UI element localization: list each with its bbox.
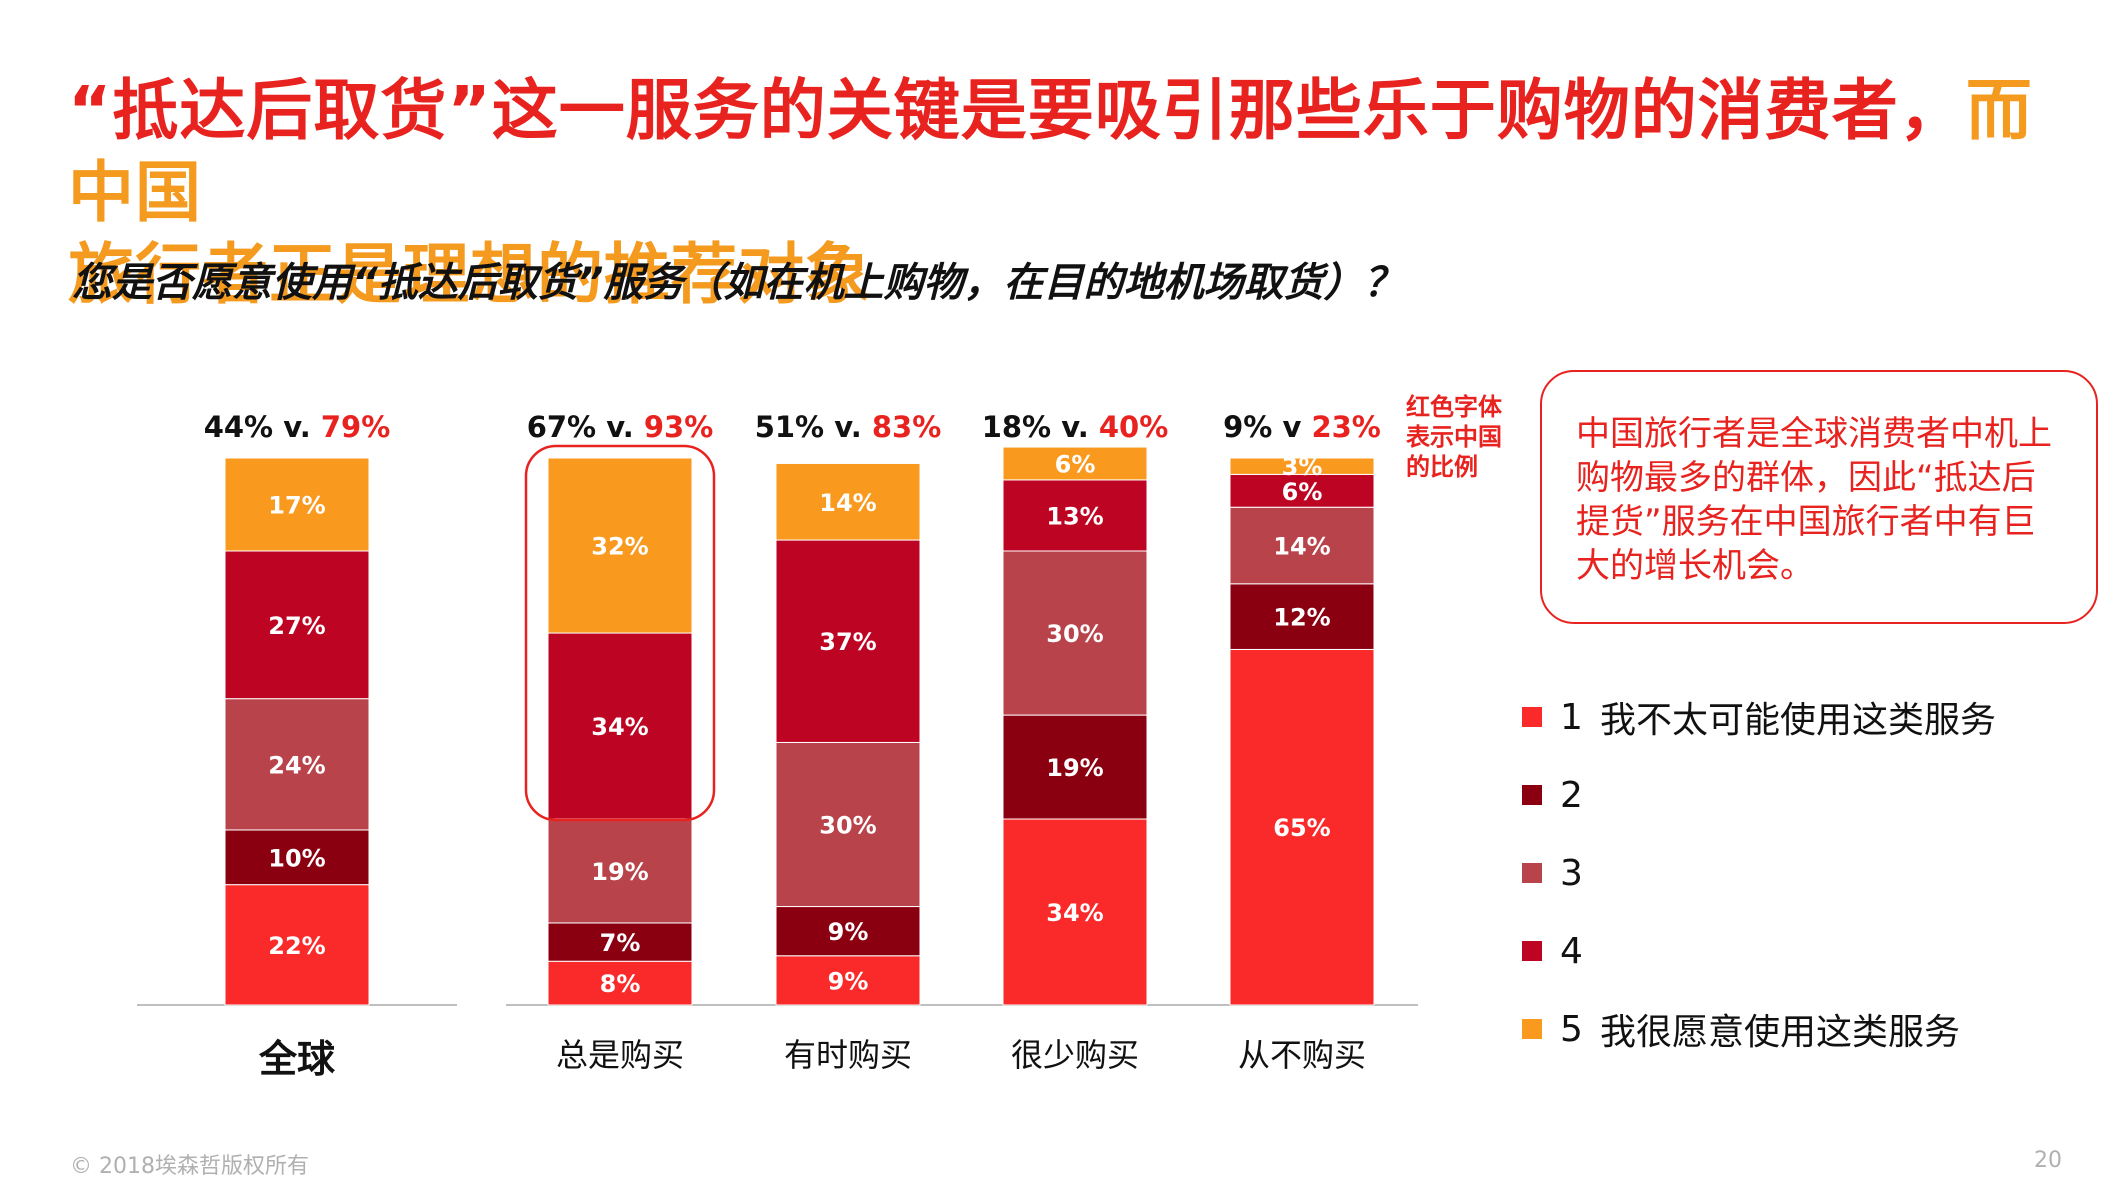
bar-segment <box>547 818 693 924</box>
data-label: 14% <box>1273 533 1330 561</box>
data-label: 19% <box>1046 754 1103 782</box>
data-label: 7% <box>600 929 641 957</box>
chart-question: 您是否愿意使用“抵达后取货”服务（如在机上购物，在目的地机场取货）？ <box>72 260 1404 306</box>
bar-segment <box>1002 550 1148 716</box>
x-tick-label: 总是购买 <box>556 1036 684 1074</box>
bar-segment <box>775 741 921 908</box>
bar-segment <box>1002 714 1148 820</box>
bar-segment <box>1229 457 1375 475</box>
red-font-note: 红色字体表示中国的比例 <box>1406 393 1502 481</box>
data-label: 17% <box>268 491 325 519</box>
legend-swatch <box>1522 863 1542 883</box>
legend-swatch <box>1522 941 1542 961</box>
bar-segment <box>775 955 921 1006</box>
data-label: 6% <box>1282 478 1323 506</box>
data-label: 19% <box>591 858 648 886</box>
comparison-china: 40% <box>1099 410 1168 444</box>
comparison-label: 18% v. 40% <box>982 410 1169 444</box>
data-label: 10% <box>268 844 325 872</box>
comparison-base: 44% v. <box>204 410 321 444</box>
title-part-3: 旅行者正是理想的推荐对象 <box>68 236 872 313</box>
legend-text: 我不太可能使用这类服务 <box>1600 700 1997 741</box>
bar-segment <box>224 884 370 1006</box>
chart-legend: 1 我不太可能使用这类服务 2 3 4 5 我很愿意使用这类服务 <box>1522 678 1996 1068</box>
data-label: 30% <box>1046 620 1103 648</box>
bar-segment <box>224 457 370 552</box>
title-part-1: “抵达后取货”这一服务的关键是要吸引那些乐于购物的消费者， <box>68 72 1966 149</box>
data-label: 14% <box>819 489 876 517</box>
data-label: 34% <box>591 713 648 741</box>
bar-segment <box>547 632 693 820</box>
bar-segment <box>775 462 921 541</box>
legend-item: 5 我很愿意使用这类服务 <box>1522 990 1996 1068</box>
comparison-base: 51% v. <box>755 410 872 444</box>
data-label: 32% <box>591 533 648 561</box>
comparison-china: 23% <box>1311 410 1380 444</box>
data-label: 3% <box>1282 453 1323 481</box>
page-number: 20 <box>2034 1148 2062 1173</box>
legend-number: 3 <box>1560 852 1583 894</box>
bar-segment <box>1002 818 1148 1006</box>
data-label: 8% <box>600 970 641 998</box>
bar-segment <box>1229 506 1375 585</box>
comparison-label: 51% v. 83% <box>755 410 942 444</box>
comparison-china: 93% <box>644 410 713 444</box>
legend-swatch <box>1522 1019 1542 1039</box>
bar-segment <box>547 457 693 634</box>
bar-segment <box>1229 473 1375 508</box>
legend-item: 2 <box>1522 756 1996 834</box>
legend-number: 4 <box>1560 930 1583 972</box>
bar-segment <box>224 698 370 831</box>
bar-segment <box>1002 479 1148 552</box>
comparison-china: 83% <box>872 410 941 444</box>
comparison-label: 9% v 23% <box>1223 410 1381 444</box>
x-tick-label: 从不购买 <box>1238 1036 1366 1074</box>
comparison-label: 67% v. 93% <box>527 410 714 444</box>
data-label: 6% <box>1055 450 1096 478</box>
comparison-base: 18% v. <box>982 410 1099 444</box>
bar-segment <box>1229 648 1375 1006</box>
title-part-2: 而中国 <box>68 72 2033 231</box>
comparison-base: 9% v <box>1223 410 1311 444</box>
data-label: 12% <box>1273 604 1330 632</box>
data-label: 9% <box>828 918 869 946</box>
bar-segment <box>775 539 921 743</box>
legend-number: 5 <box>1560 1008 1583 1050</box>
legend-item: 1 我不太可能使用这类服务 <box>1522 678 1996 756</box>
bar-segment <box>1002 446 1148 481</box>
bar-segment <box>1229 583 1375 650</box>
legend-text: 我很愿意使用这类服务 <box>1600 1012 1961 1053</box>
china-callout-box: 中国旅行者是全球消费者中机上购物最多的群体，因此“抵达后提货”服务在中国旅行者中… <box>1540 370 2098 624</box>
legend-item: 4 <box>1522 912 1996 990</box>
comparison-china: 79% <box>321 410 390 444</box>
legend-swatch <box>1522 707 1542 727</box>
bar-segment <box>547 960 693 1006</box>
data-label: 13% <box>1046 502 1103 530</box>
slide-title: “抵达后取货”这一服务的关键是要吸引那些乐于购物的消费者，而中国 旅行者正是理想的… <box>68 70 2068 316</box>
legend-number: 2 <box>1560 774 1583 816</box>
data-label: 30% <box>819 811 876 839</box>
x-tick-label: 全球 <box>258 1037 336 1081</box>
data-label: 37% <box>819 628 876 656</box>
bar-segment <box>547 922 693 962</box>
copyright-footer: © 2018埃森哲版权所有 <box>70 1154 309 1179</box>
data-label: 9% <box>828 967 869 995</box>
data-label: 22% <box>268 932 325 960</box>
data-label: 24% <box>268 751 325 779</box>
x-tick-label: 有时购买 <box>784 1036 912 1074</box>
legend-item: 3 <box>1522 834 1996 912</box>
bar-segment <box>224 550 370 700</box>
highlight-box <box>524 444 716 822</box>
legend-swatch <box>1522 785 1542 805</box>
data-label: 27% <box>268 612 325 640</box>
comparison-label: 44% v. 79% <box>204 410 391 444</box>
bar-segment <box>224 829 370 886</box>
x-tick-label: 很少购买 <box>1011 1036 1139 1074</box>
data-label: 65% <box>1273 814 1330 842</box>
data-label: 34% <box>1046 899 1103 927</box>
legend-number: 1 <box>1560 696 1583 738</box>
comparison-base: 67% v. <box>527 410 644 444</box>
